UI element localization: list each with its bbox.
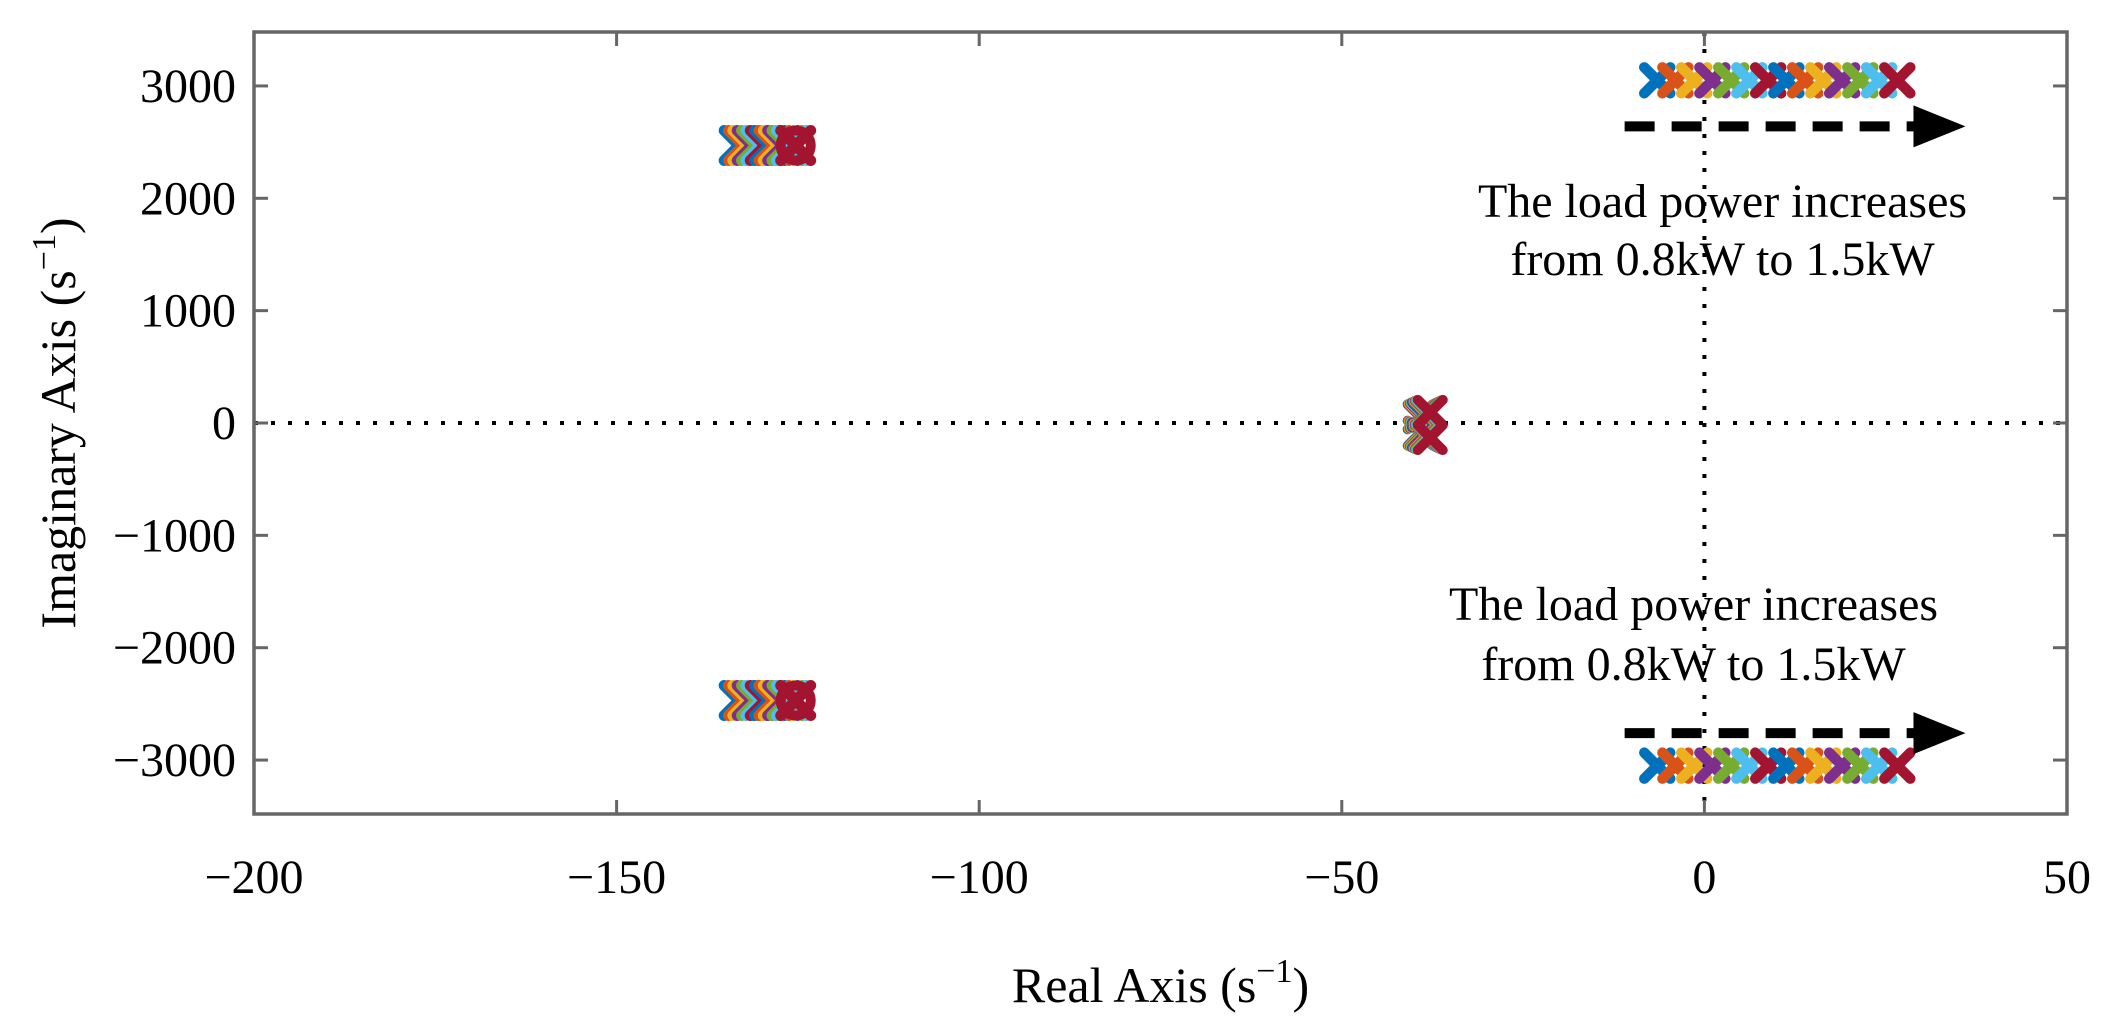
bottom-load-increase-arrow-head <box>1913 712 1966 755</box>
pole-marker-circle <box>775 680 816 721</box>
pole-marker-x <box>1879 62 1916 99</box>
y-axis-tick-label: −2000 <box>113 622 236 675</box>
pole-marker-x <box>1412 420 1448 456</box>
pole-marker-x <box>775 680 817 722</box>
pole-marker-x <box>1412 394 1448 430</box>
y-axis-tick-label: 3000 <box>140 60 236 113</box>
x-axis-tick-label: −100 <box>930 851 1029 904</box>
x-axis-tick-label: 50 <box>2043 851 2091 904</box>
y-axis-tick-label: 2000 <box>140 172 236 225</box>
bottom-annotation-line1: The load power increases <box>1449 578 1938 631</box>
top-load-increase-arrow-head <box>1913 105 1966 148</box>
y-axis-tick-label: −1000 <box>113 509 236 562</box>
x-axis-tick-label: −200 <box>204 851 303 904</box>
x-axis-tick-label: 0 <box>1692 851 1716 904</box>
pole-marker-circle <box>775 125 816 166</box>
x-axis-label: Real Axis (s−1) <box>1012 953 1309 1013</box>
y-axis-tick-label: 0 <box>212 397 236 450</box>
plot-frame <box>252 30 2069 816</box>
pole-marker-x <box>1879 747 1916 784</box>
top-annotation-line2: from 0.8kW to 1.5kW <box>1510 233 1935 286</box>
bottom-annotation-line2: from 0.8kW to 1.5kW <box>1481 638 1906 691</box>
y-axis-tick-label: −3000 <box>113 734 236 787</box>
x-axis-tick-label: −150 <box>567 851 666 904</box>
y-axis-tick-label: 1000 <box>140 285 236 338</box>
y-axis-label: Imaginary Axis (s−1) <box>26 217 86 628</box>
pole-marker-x <box>775 124 817 166</box>
x-axis-tick-label: −50 <box>1304 851 1379 904</box>
top-annotation-line1: The load power increases <box>1478 175 1967 228</box>
